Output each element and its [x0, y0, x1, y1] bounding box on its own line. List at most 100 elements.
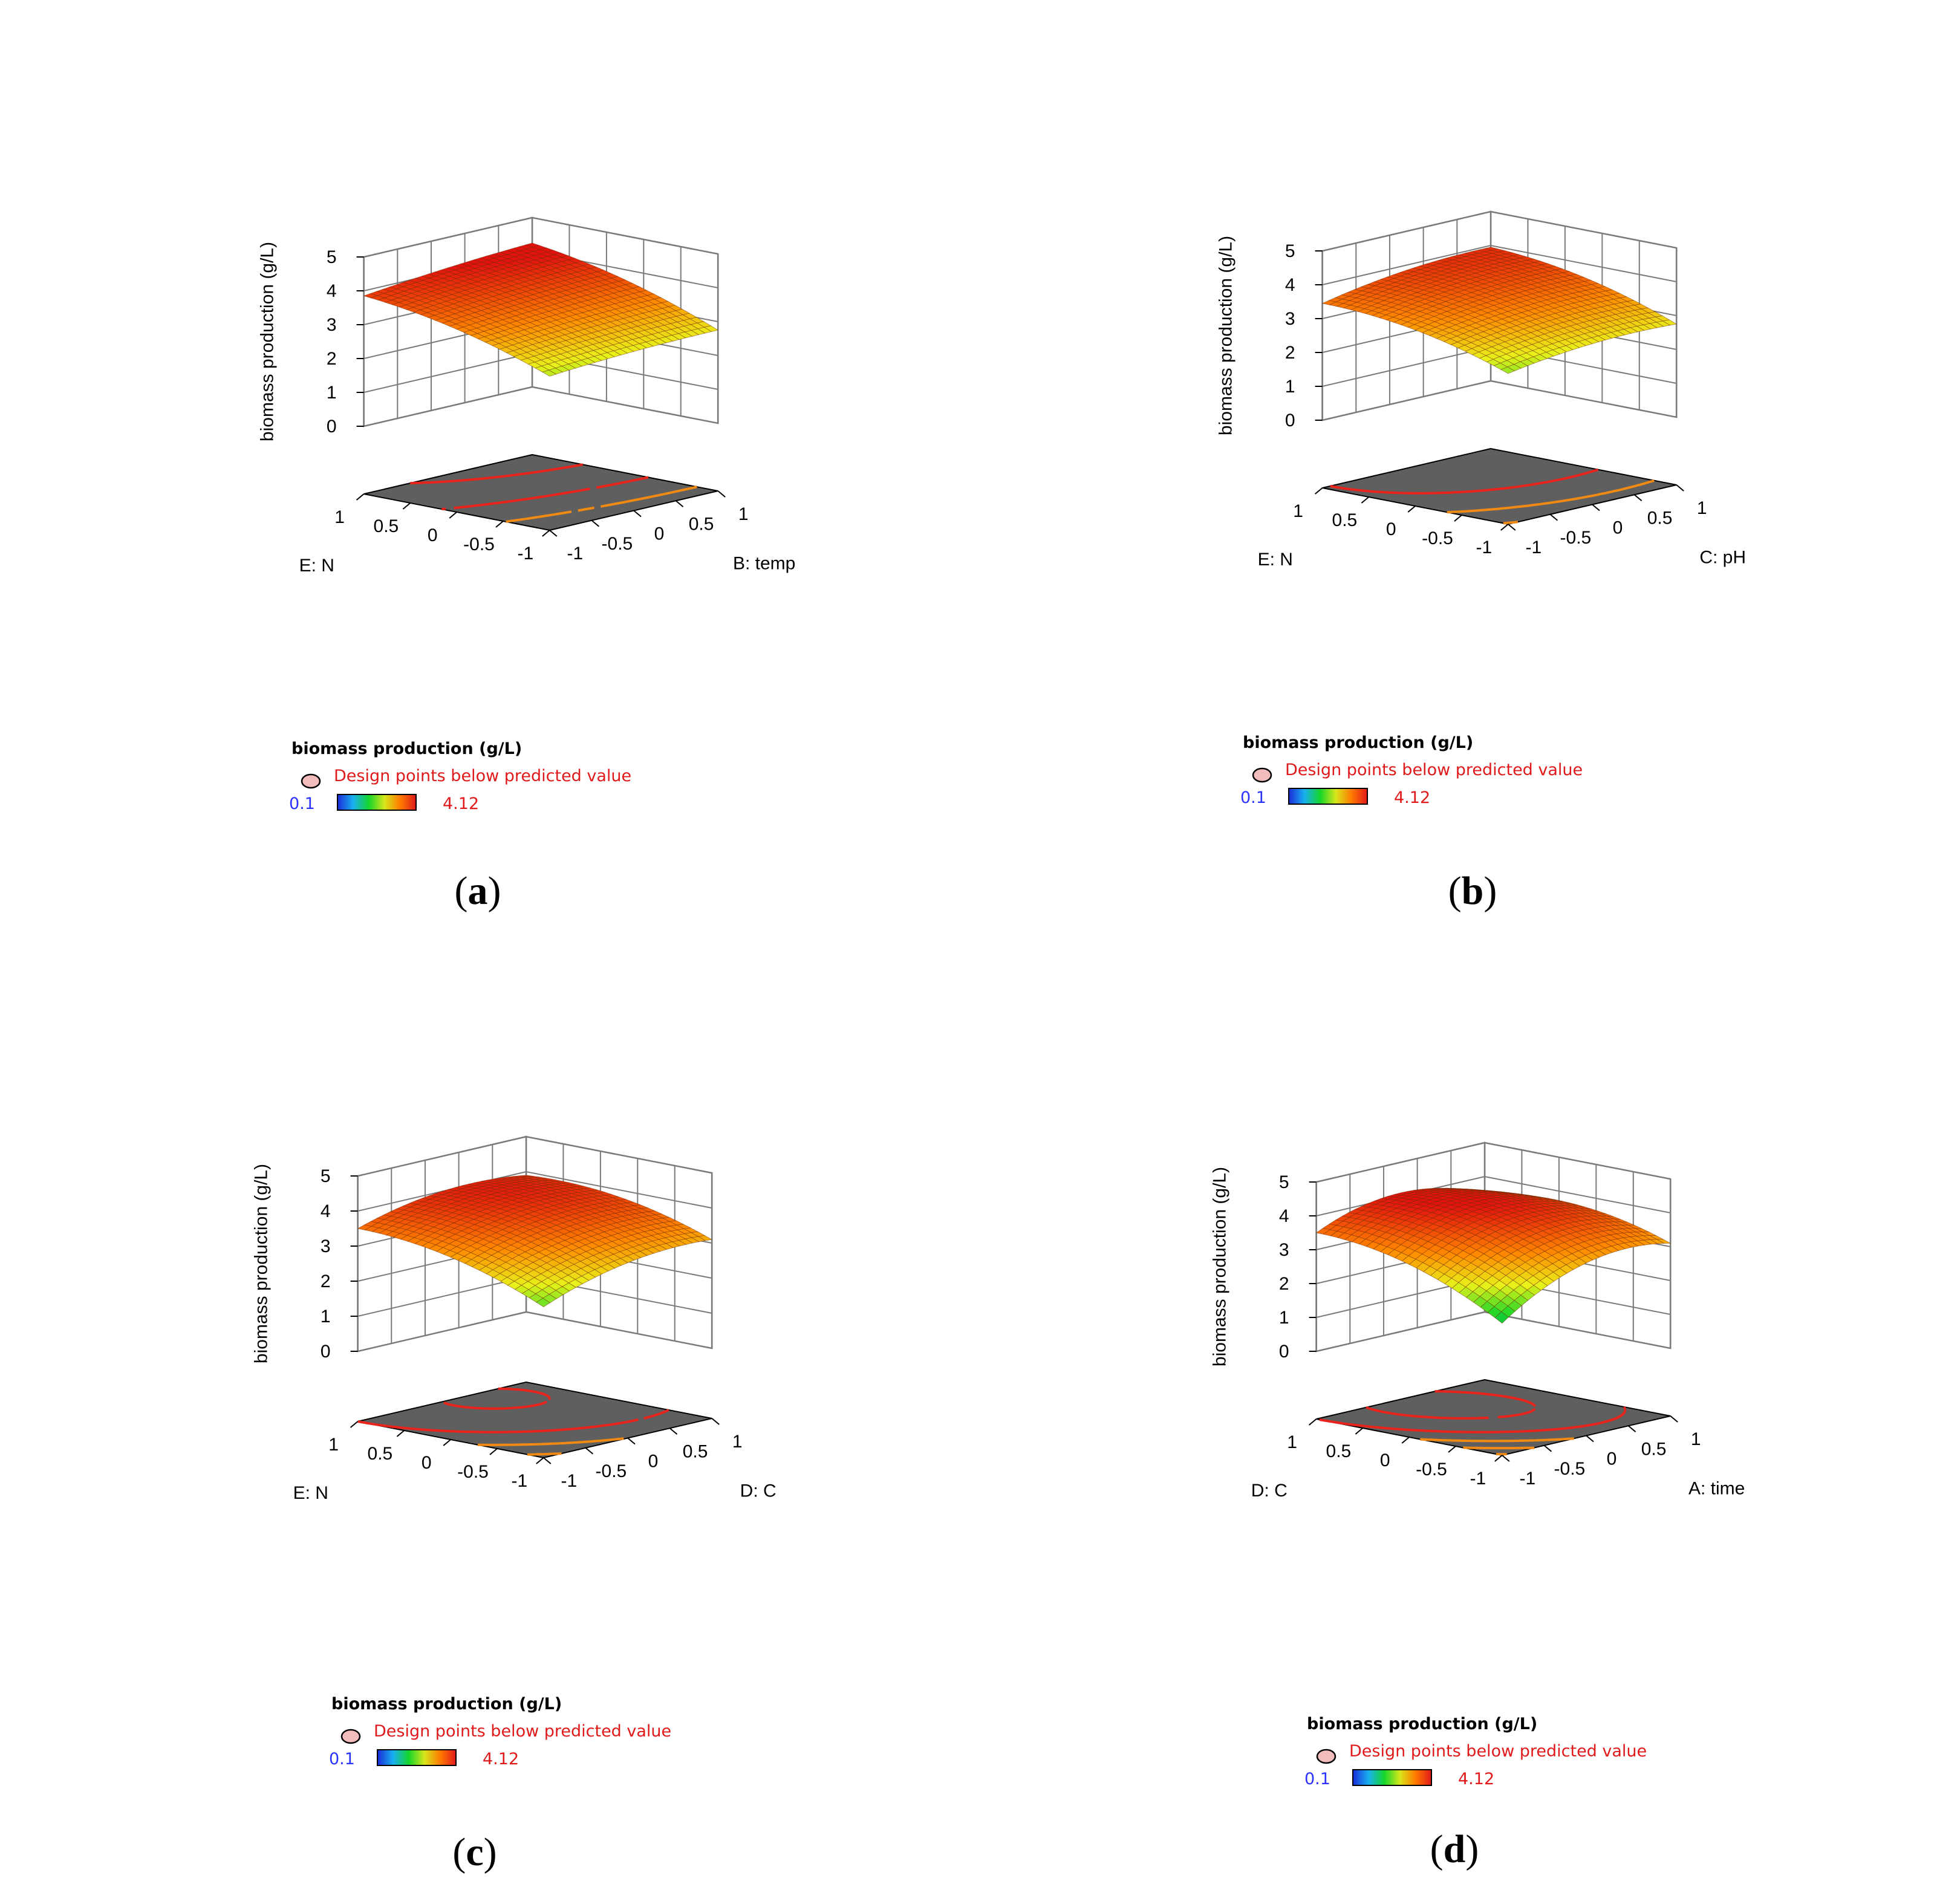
legend-color-bar	[337, 794, 417, 811]
x-axis-title: C: pH	[1699, 548, 1746, 568]
x-tick-label: -0.5	[602, 534, 633, 554]
z-axis-title: biomass production (g/L)	[252, 1164, 272, 1363]
x-tick	[717, 490, 726, 498]
y-tick-label: -0.5	[1422, 528, 1453, 548]
panel-label: (b)	[1448, 869, 1497, 913]
y-tick-label: -1	[1476, 537, 1492, 557]
x-tick	[549, 530, 558, 537]
panel-letter: a	[468, 869, 488, 913]
y-tick-label: 0.5	[368, 1444, 393, 1464]
y-tick	[1407, 505, 1416, 513]
z-tick-label: 4	[1285, 275, 1295, 295]
y-tick	[449, 511, 457, 519]
legend-marker	[1252, 767, 1272, 783]
x-tick-label: 0	[1607, 1449, 1617, 1469]
surface-plot-c: 0 1 2 3 4 5 biomass production (g/L) -1 -0.5 0 0.5…	[252, 1135, 777, 1503]
contour-line	[410, 463, 584, 485]
x-tick-label: 0.5	[1647, 508, 1673, 528]
legend-title: biomass production (g/L)	[1307, 1715, 1537, 1733]
wall-grid-line	[357, 1276, 527, 1317]
y-tick	[350, 1421, 359, 1428]
x-tick-label: -1	[561, 1471, 577, 1491]
surface-chart-a: 0 1 2 3 4 5 biomass production (g/L) -1 -0.5 0 0.5…	[258, 216, 795, 576]
y-tick	[356, 493, 365, 501]
panel-letter: d	[1444, 1827, 1466, 1871]
surface-cell	[542, 369, 557, 377]
y-tick-label: -1	[511, 1471, 527, 1491]
z-tick-label: 0	[321, 1342, 331, 1362]
x-tick-label: -0.5	[596, 1461, 627, 1481]
x-tick-label: 1	[1697, 498, 1707, 518]
wall-grid-line	[1490, 211, 1677, 248]
x-tick	[675, 500, 684, 508]
z-tick-label: 4	[1279, 1206, 1289, 1226]
wall-grid-line	[1322, 245, 1491, 285]
y-tick	[1314, 487, 1323, 495]
z-tick-label: 5	[1285, 241, 1295, 261]
surface-chart-b: 0 1 2 3 4 5 biomass production (g/L) -1 -0.5 0 0.5…	[1216, 210, 1746, 570]
contour-line	[1420, 1437, 1574, 1443]
contour-line	[477, 1437, 624, 1446]
contour-line	[443, 1387, 551, 1410]
z-tick-label: 5	[1279, 1172, 1289, 1192]
panel-c-overlay: biomass production (g/L) Design points b…	[329, 1695, 671, 1874]
z-tick-label: 2	[327, 349, 337, 369]
y-tick	[443, 1439, 451, 1446]
y-tick	[402, 502, 411, 510]
legend-design-points: Design points below predicted value	[374, 1722, 671, 1741]
x-tick	[1543, 1444, 1552, 1452]
contour-line	[357, 1409, 669, 1434]
z-tick-label: 2	[321, 1271, 331, 1291]
panel-a-overlay: biomass production (g/L) Design points b…	[289, 739, 631, 913]
surface-mesh	[1315, 1187, 1672, 1324]
y-tick-label: 0.5	[1332, 510, 1358, 530]
legend-color-bar	[377, 1749, 457, 1766]
z-tick-label: 4	[327, 281, 337, 301]
axes: 0 1 2 3 4 5 biomass production (g/L) -1 -0.5 0 0.5…	[1216, 236, 1746, 570]
x-tick-label: 1	[738, 504, 749, 524]
y-tick-label: 0	[422, 1453, 432, 1473]
x-tick	[1592, 504, 1600, 511]
x-tick	[591, 519, 600, 527]
surface-mesh	[363, 242, 719, 377]
wall-grid-line	[526, 1171, 712, 1209]
x-tick-label: -1	[567, 544, 583, 563]
legend-max: 4.12	[483, 1750, 519, 1768]
x-tick	[543, 1457, 552, 1464]
x-tick-label: 0	[654, 524, 665, 544]
z-tick-label: 5	[321, 1166, 331, 1186]
wall-grid-line	[1322, 211, 1491, 252]
panel-d: 0 1 2 3 4 5 biomass production (g/L) -1 -0.5 0 0.5…	[983, 949, 1950, 1880]
legend-title: biomass production (g/L)	[1243, 733, 1473, 752]
x-axis-title: D: C	[740, 1481, 777, 1501]
z-tick-label: 3	[1279, 1240, 1289, 1260]
x-tick	[669, 1427, 678, 1435]
y-tick	[1308, 1418, 1317, 1426]
panel-label: (d)	[1430, 1827, 1479, 1871]
panel-c: 0 1 2 3 4 5 biomass production (g/L) -1 -0.5 0 0.5…	[24, 955, 992, 1886]
x-tick-label: 1	[732, 1432, 743, 1452]
legend-color-bar	[1352, 1769, 1432, 1786]
panel-letter: c	[466, 1830, 483, 1874]
y-tick	[1361, 496, 1370, 504]
z-tick-label: 0	[327, 417, 337, 437]
x-tick-label: 0	[1613, 518, 1623, 538]
x-tick-label: 0.5	[683, 1441, 708, 1461]
contour-line	[1503, 521, 1519, 525]
y-tick-label: -1	[517, 544, 533, 563]
z-tick-label: 1	[1279, 1308, 1289, 1328]
x-tick	[1508, 524, 1516, 531]
contour-line	[1447, 479, 1655, 514]
y-tick-label: 0	[1380, 1450, 1390, 1470]
contour-floor	[357, 1381, 712, 1459]
x-tick-label: 0.5	[1641, 1439, 1667, 1459]
surface-chart-d: 0 1 2 3 4 5 biomass production (g/L) -1 -0.5 0 0.5…	[1210, 1141, 1745, 1501]
panel-d-overlay: biomass production (g/L) Design points b…	[1304, 1715, 1647, 1871]
wall-grid-line	[1484, 1142, 1671, 1180]
z-tick-label: 3	[1285, 309, 1295, 329]
x-tick	[1633, 494, 1643, 502]
surface-mesh	[357, 1175, 713, 1308]
y-tick-label: 0	[1386, 519, 1396, 539]
x-tick	[1627, 1425, 1636, 1433]
